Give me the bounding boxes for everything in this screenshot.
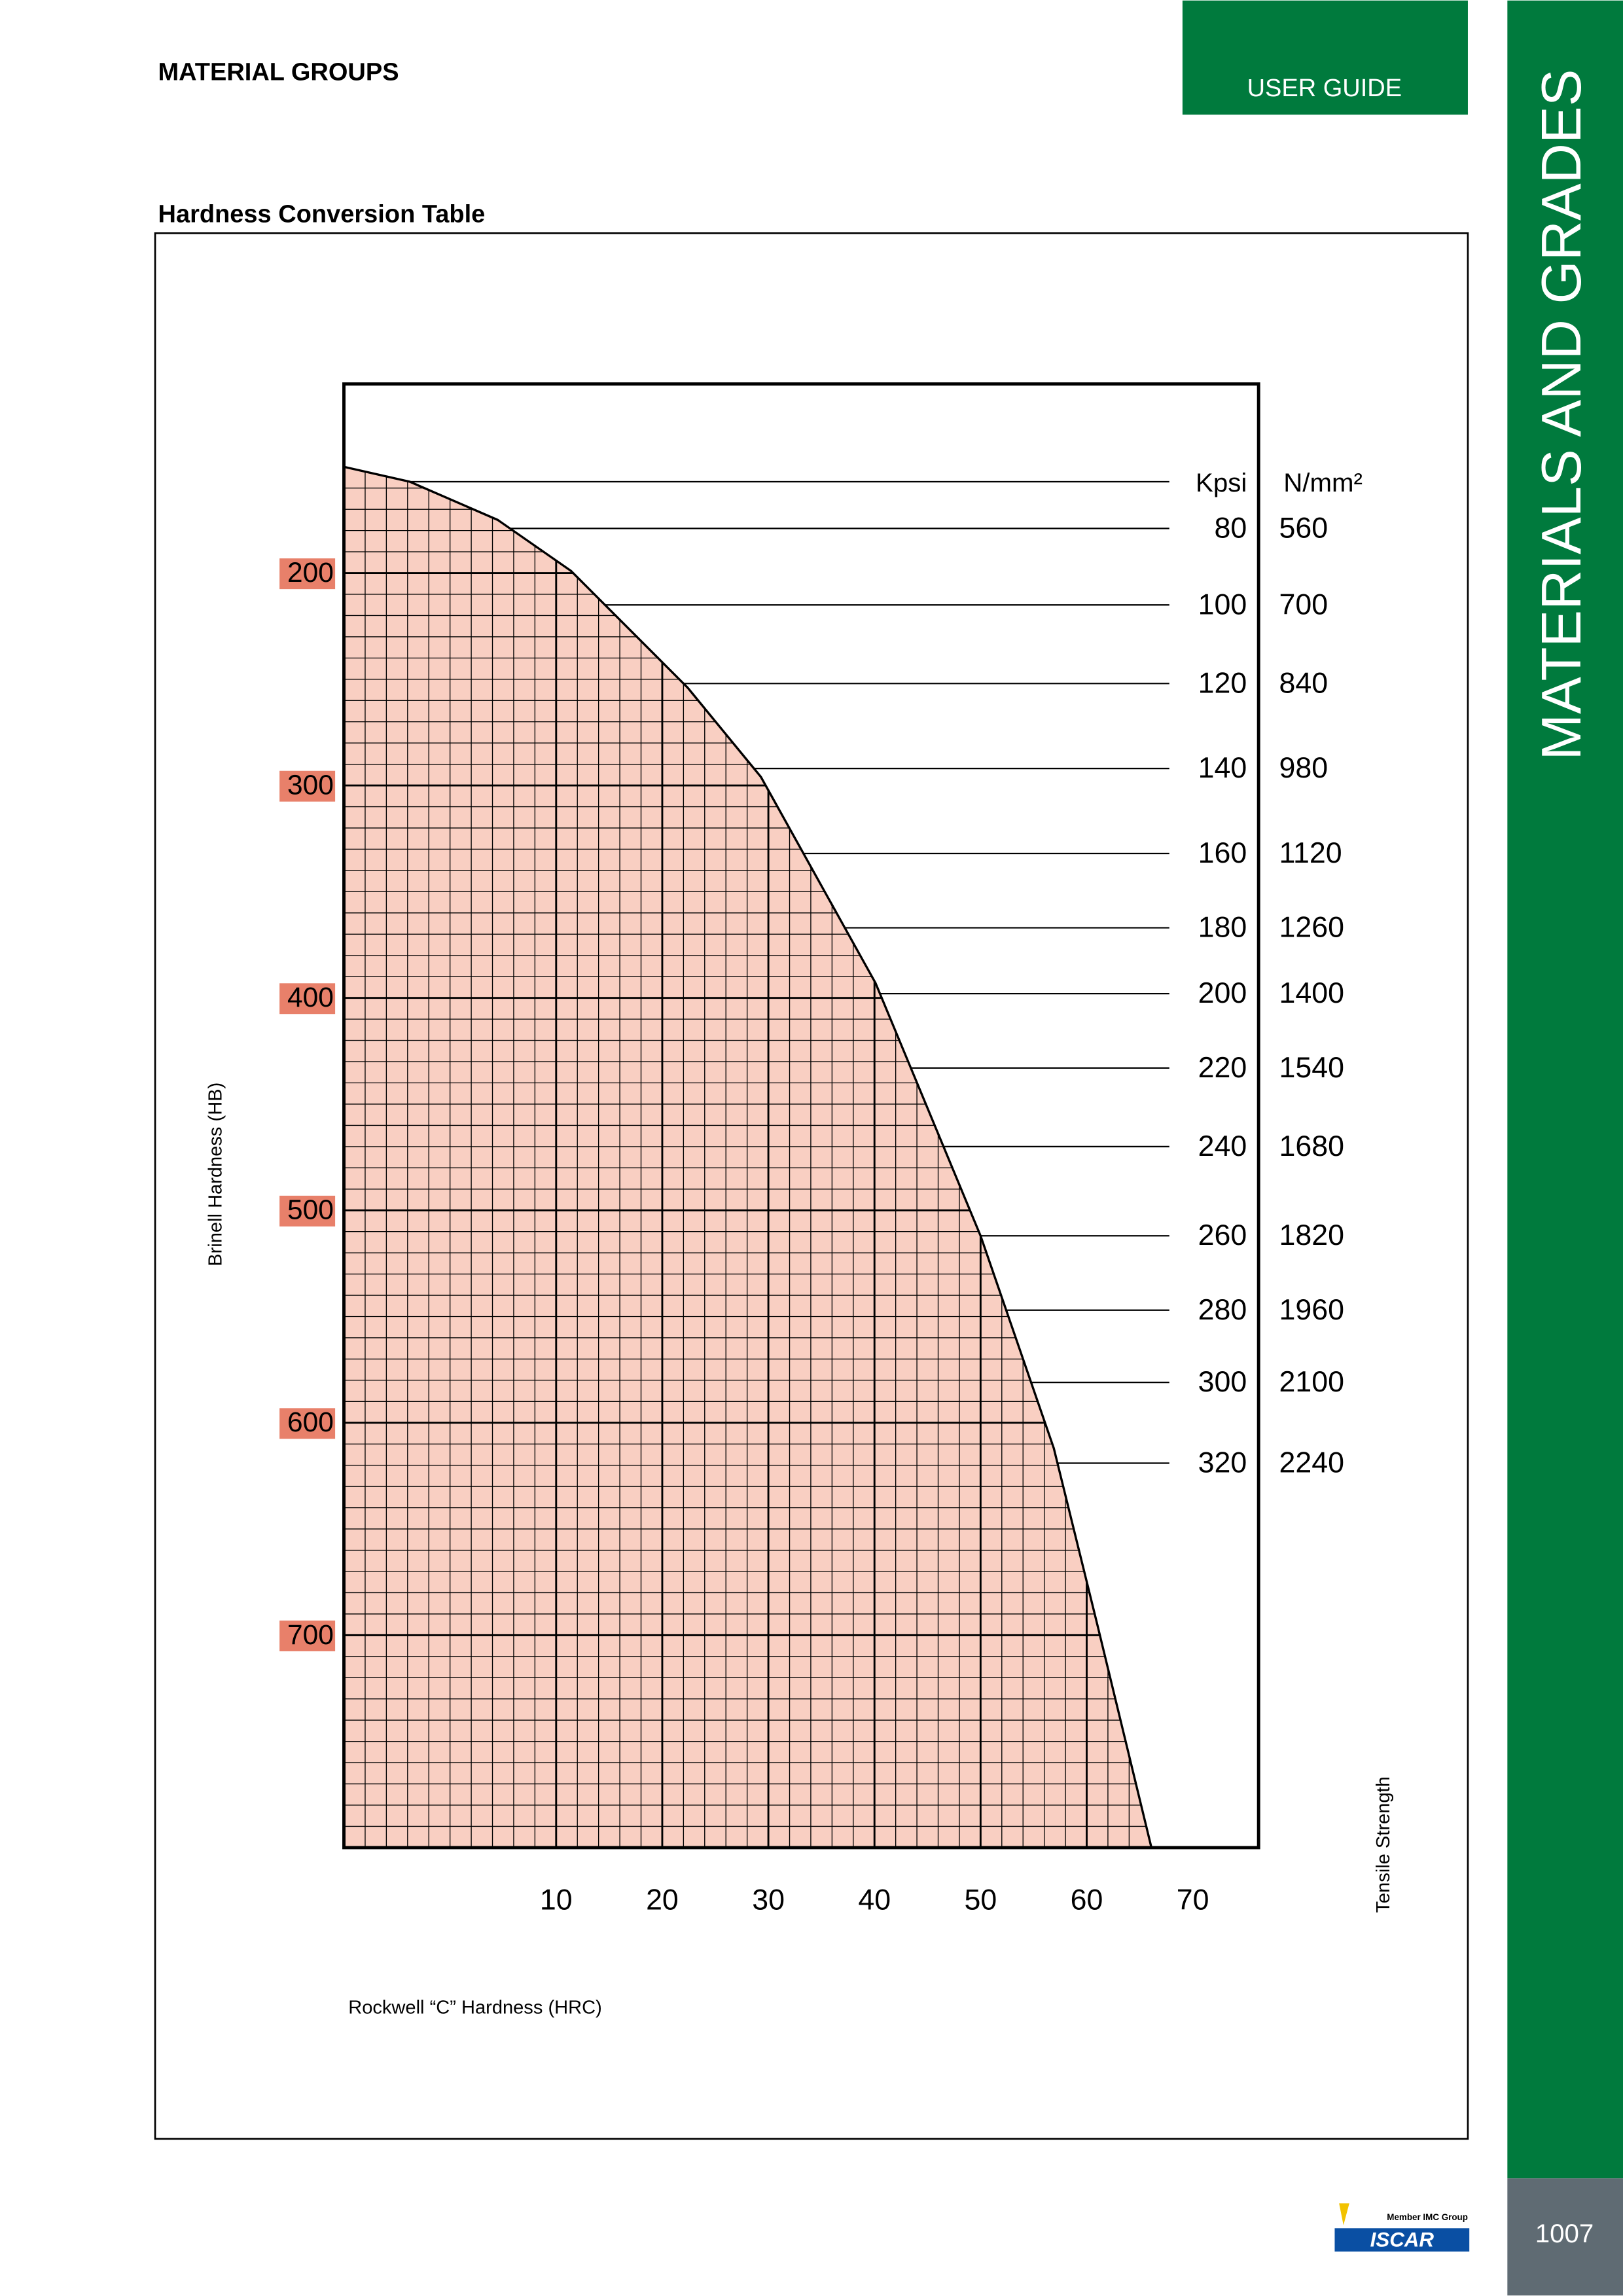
y-tick-box	[279, 983, 336, 1014]
kpsi-label: 260	[1198, 1219, 1247, 1251]
curve	[344, 465, 1153, 1848]
kpsi-label: 100	[1198, 588, 1247, 620]
nmm-label: 2240	[1279, 1447, 1344, 1479]
logo-text: ISCAR	[1370, 2229, 1435, 2251]
x-tick-label: 20	[646, 1884, 679, 1916]
plot-border	[342, 382, 1260, 1850]
kpsi-label: 80	[1215, 512, 1247, 544]
x-axis-label: Rockwell “C” Hardness (HRC)	[348, 1998, 602, 2018]
nmm-label: 1120	[1279, 837, 1342, 869]
page-number-box	[1507, 2178, 1623, 2296]
y-tick-label: 300	[287, 770, 334, 801]
y-tick-label: 600	[287, 1407, 334, 1438]
x-tick-label: 60	[1071, 1884, 1103, 1916]
nmm-label: 1260	[1279, 912, 1344, 944]
x-tick-label: 40	[858, 1884, 891, 1916]
tab-label: USER GUIDE	[1247, 75, 1402, 102]
nmm-label: 1820	[1279, 1219, 1344, 1251]
nmm-label: 1400	[1279, 977, 1344, 1009]
x-tick-label: 50	[964, 1884, 997, 1916]
nmm-label: 2100	[1279, 1366, 1344, 1398]
kpsi-label: 280	[1198, 1294, 1247, 1326]
kpsi-label: 140	[1198, 752, 1247, 784]
y-axis-label: Brinell Hardness (HB)	[205, 1083, 226, 1266]
logo: ISCAR Member IMC Group	[1334, 2203, 1470, 2252]
y-tick-label: 400	[287, 982, 334, 1013]
tensile-label: Tensile Strength	[1373, 1776, 1394, 1912]
y-tick-box	[279, 558, 336, 590]
nmm-label: 700	[1279, 588, 1328, 620]
nmm-label: 560	[1279, 512, 1328, 544]
nmm-label: 1960	[1279, 1294, 1344, 1326]
y-tick-box	[279, 1195, 336, 1227]
curve-area	[344, 467, 1152, 1848]
kpsi-label: 120	[1198, 667, 1247, 699]
y-tick-label: 700	[287, 1620, 334, 1651]
kpsi-label: 200	[1198, 977, 1247, 1009]
nmm-label: 980	[1279, 752, 1328, 784]
logo-mark	[1339, 2203, 1349, 2225]
section-title: MATERIAL GROUPS	[158, 59, 399, 86]
page-number: 1007	[1535, 2219, 1594, 2248]
x-tick-label: 70	[1177, 1884, 1209, 1916]
kpsi-label: 300	[1198, 1366, 1247, 1398]
kpsi-label: 220	[1198, 1052, 1247, 1084]
kpsi-label: 320	[1198, 1447, 1247, 1479]
nmm-label: 1680	[1279, 1130, 1344, 1162]
tab-box	[1182, 0, 1468, 115]
kpsi-label: 180	[1198, 912, 1247, 944]
y-tick-label: 500	[287, 1195, 334, 1226]
sidebar	[1507, 0, 1623, 2179]
kpsi-header: Kpsi	[1196, 468, 1247, 497]
logo-bar	[1334, 2228, 1470, 2252]
plot: 10 20 30 40 50 60 70 200 300 400 500 600 700 Kpsi N/mm…	[279, 382, 1363, 1916]
chart-frame	[154, 232, 1469, 2140]
y-tick-box	[279, 1621, 336, 1651]
y-tick-label: 200	[287, 558, 334, 588]
x-tick-label: 10	[540, 1884, 573, 1916]
nmm-header: N/mm²	[1283, 468, 1363, 497]
y-tick-box	[279, 1408, 336, 1439]
logo-caption: Member IMC Group	[1387, 2212, 1468, 2222]
y-tick-box	[279, 770, 336, 802]
sidebar-label: MATERIALS AND GRADES	[1531, 69, 1593, 761]
nmm-label: 1540	[1279, 1052, 1344, 1084]
chart-title: Hardness Conversion Table	[158, 201, 486, 228]
nmm-label: 840	[1279, 667, 1328, 699]
kpsi-label: 240	[1198, 1130, 1247, 1162]
kpsi-label: 160	[1198, 837, 1247, 869]
x-tick-label: 30	[752, 1884, 785, 1916]
